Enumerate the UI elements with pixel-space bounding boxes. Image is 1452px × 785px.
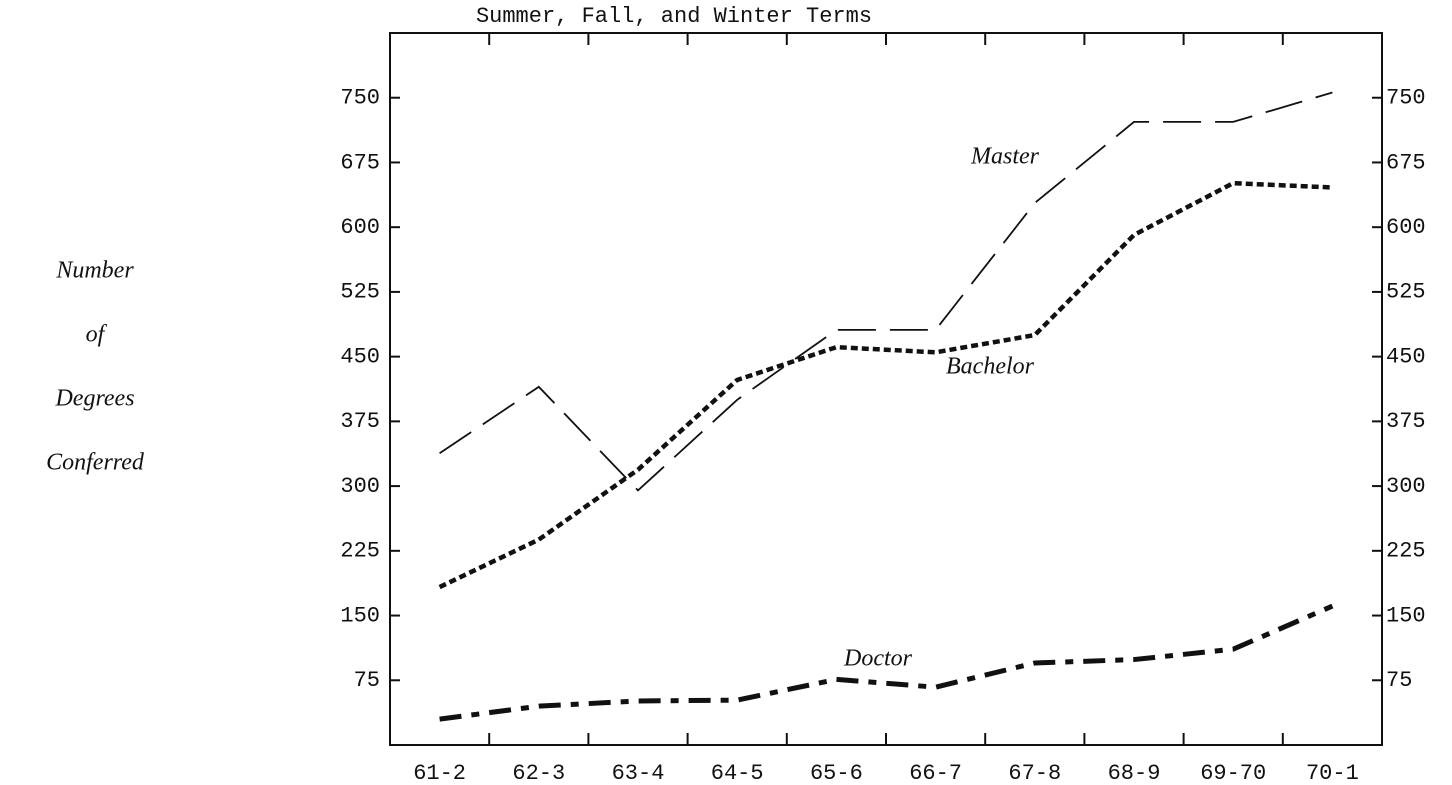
y-tick-label: 600 xyxy=(340,215,380,240)
y-tick-label: 375 xyxy=(340,409,380,434)
y-tick-label: 450 xyxy=(340,344,380,369)
series-label: Doctor xyxy=(843,646,913,672)
y-axis-label: Degrees xyxy=(54,386,134,412)
x-tick-label: 68-9 xyxy=(1108,761,1161,785)
y-tick-label: 300 xyxy=(340,474,380,499)
series-line xyxy=(439,91,1333,492)
x-tick-label: 67-8 xyxy=(1008,761,1061,785)
x-tick-label: 66-7 xyxy=(909,761,962,785)
series-label: Bachelor xyxy=(946,354,1035,380)
y2-tick-label: 150 xyxy=(1386,603,1426,628)
y-tick-label: 750 xyxy=(340,86,380,111)
y2-tick-label: 600 xyxy=(1386,215,1426,240)
y2-tick-label: 450 xyxy=(1386,344,1426,369)
y-tick-label: 525 xyxy=(340,280,380,305)
plot-frame xyxy=(389,32,1383,746)
chart-title: Summer, Fall, and Winter Terms xyxy=(476,4,872,29)
y-axis-label: of xyxy=(86,322,108,348)
y-tick-label: 75 xyxy=(354,668,380,693)
y-axis-label: Conferred xyxy=(46,450,145,476)
y2-tick-label: 675 xyxy=(1386,150,1426,175)
x-tick-label: 63-4 xyxy=(612,761,665,785)
x-tick-label: 69-70 xyxy=(1200,761,1266,785)
x-tick-label: 64-5 xyxy=(711,761,764,785)
y2-tick-label: 225 xyxy=(1386,539,1426,564)
x-tick-label: 70-1 xyxy=(1306,761,1359,785)
y2-tick-label: 525 xyxy=(1386,280,1426,305)
series-label: Master xyxy=(970,144,1040,170)
y-tick-label: 225 xyxy=(340,539,380,564)
y2-tick-label: 300 xyxy=(1386,474,1426,499)
series-line xyxy=(438,180,1333,590)
y2-tick-label: 375 xyxy=(1386,409,1426,434)
x-tick-label: 62-3 xyxy=(512,761,565,785)
series-line xyxy=(439,603,1334,722)
y-axis-label: Number xyxy=(55,258,134,284)
y-tick-label: 675 xyxy=(340,150,380,175)
y-tick-label: 150 xyxy=(340,603,380,628)
x-tick-label: 61-2 xyxy=(413,761,466,785)
y2-tick-label: 75 xyxy=(1386,668,1412,693)
y2-tick-label: 750 xyxy=(1386,86,1426,111)
x-tick-label: 65-6 xyxy=(810,761,863,785)
